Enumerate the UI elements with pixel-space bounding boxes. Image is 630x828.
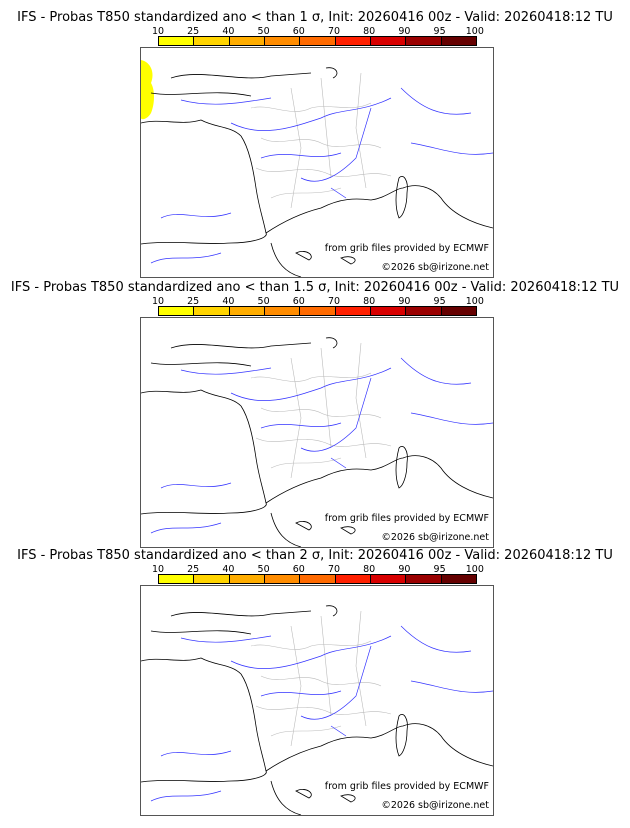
colorbar-tick-label: 50: [257, 296, 270, 307]
colorbar-tick-label: 100: [465, 26, 484, 37]
colorbar-tick-label: 95: [433, 564, 446, 575]
colorbar-tick-label: 25: [187, 564, 200, 575]
colorbar-tick-label: 40: [222, 26, 235, 37]
map[interactable]: from grib files provided by ECMWF ©2026 …: [140, 47, 494, 278]
colorbar-tick-label: 80: [363, 296, 376, 307]
basemap: [141, 60, 493, 277]
colorbar-tick-label: 100: [465, 296, 484, 307]
colorbar-tick-label: 90: [398, 564, 411, 575]
colorbar-segment: [194, 575, 230, 583]
colorbar-segment: [194, 37, 230, 45]
colorbar-labels: 10 25 40 50 60 70 80 90 95 100: [147, 564, 497, 576]
source-credit: from grib files provided by ECMWF: [324, 513, 489, 524]
colorbar-segment: [159, 37, 195, 45]
colorbar-tick-label: 95: [433, 26, 446, 37]
colorbar-labels: 10 25 40 50 60 70 80 90 95 100: [147, 26, 497, 38]
colorbar-segment: [370, 307, 407, 315]
colorbar-segment: [229, 37, 265, 45]
colorbar-tick-label: 60: [292, 564, 305, 575]
colorbar-segment: [229, 307, 265, 315]
source-credit: from grib files provided by ECMWF: [324, 781, 489, 792]
colorbar-segment: [159, 575, 195, 583]
colorbar-segment: [159, 307, 195, 315]
colorbar-segment: [406, 37, 442, 45]
colorbar-segment: [264, 575, 301, 583]
colorbar-segment: [229, 575, 265, 583]
panel-title: IFS - Probas T850 standardized ano < tha…: [17, 10, 613, 25]
colorbar-segment: [370, 575, 407, 583]
colorbar-segment: [335, 37, 371, 45]
colorbar-segment: [441, 575, 476, 583]
colorbar: [158, 574, 477, 584]
colorbar-tick-label: 50: [257, 564, 270, 575]
colorbar-tick-label: 60: [292, 296, 305, 307]
colorbar: [158, 36, 477, 46]
colorbar-segment: [441, 307, 476, 315]
colorbar-tick-label: 90: [398, 26, 411, 37]
colorbar-segment: [264, 307, 301, 315]
probability-area: [141, 60, 154, 120]
colorbar-tick-label: 100: [465, 564, 484, 575]
colorbar-segment: [300, 307, 336, 315]
panel-title: IFS - Probas T850 standardized ano < tha…: [10, 280, 620, 295]
colorbar-tick-label: 10: [151, 296, 165, 307]
colorbar-tick-label: 70: [327, 26, 341, 37]
copyright: ©2026 sb@irizone.net: [381, 800, 489, 811]
colorbar-segment: [335, 307, 371, 315]
colorbar-segment: [194, 307, 230, 315]
map-panel-2: IFS - Probas T850 standardized ano < tha…: [0, 280, 630, 550]
colorbar-segment: [406, 575, 442, 583]
colorbar-tick-label: 70: [327, 296, 341, 307]
colorbar: [158, 306, 477, 316]
panel-title: IFS - Probas T850 standardized ano < tha…: [17, 548, 613, 563]
colorbar-tick-label: 40: [222, 296, 235, 307]
map-panel-3: IFS - Probas T850 standardized ano < tha…: [0, 548, 630, 818]
copyright: ©2026 sb@irizone.net: [381, 262, 489, 273]
colorbar-segment: [264, 37, 301, 45]
colorbar-tick-label: 10: [151, 26, 165, 37]
colorbar-segment: [300, 575, 336, 583]
map-panel-1: IFS - Probas T850 standardized ano < tha…: [0, 10, 630, 280]
colorbar-segment: [406, 307, 442, 315]
source-credit: from grib files provided by ECMWF: [324, 243, 489, 254]
colorbar-segment: [300, 37, 336, 45]
colorbar-tick-label: 90: [398, 296, 411, 307]
colorbar-tick-label: 25: [187, 26, 200, 37]
map[interactable]: from grib files provided by ECMWF ©2026 …: [140, 317, 494, 548]
colorbar-tick-label: 40: [222, 564, 235, 575]
colorbar-segment: [335, 575, 371, 583]
map[interactable]: from grib files provided by ECMWF ©2026 …: [140, 585, 494, 816]
colorbar-tick-label: 50: [257, 26, 270, 37]
colorbar-tick-label: 70: [327, 564, 341, 575]
colorbar-tick-label: 80: [363, 564, 376, 575]
copyright: ©2026 sb@irizone.net: [381, 532, 489, 543]
colorbar-tick-label: 10: [151, 564, 165, 575]
colorbar-tick-label: 95: [433, 296, 446, 307]
colorbar-tick-label: 80: [363, 26, 376, 37]
colorbar-segment: [370, 37, 407, 45]
colorbar-labels: 10 25 40 50 60 70 80 90 95 100: [147, 296, 497, 308]
colorbar-segment: [441, 37, 476, 45]
colorbar-tick-label: 25: [187, 296, 200, 307]
colorbar-tick-label: 60: [292, 26, 305, 37]
